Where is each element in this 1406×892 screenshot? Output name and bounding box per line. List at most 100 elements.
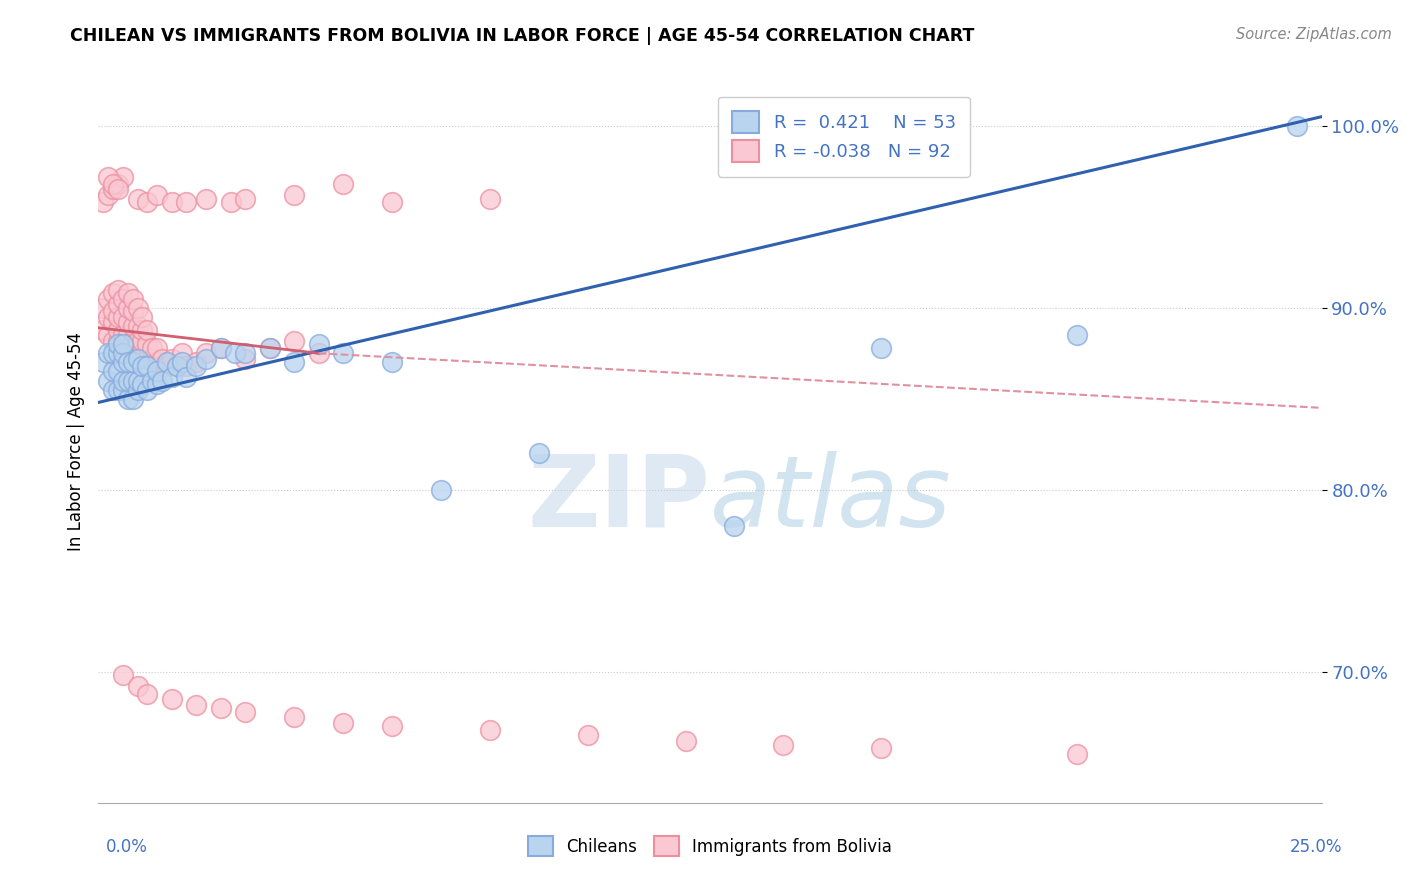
Point: [97, 169, 120, 184]
Point: [233, 192, 256, 206]
Point: [186, 698, 208, 712]
Point: [111, 169, 134, 184]
Point: [127, 383, 149, 397]
Point: [121, 292, 143, 306]
Point: [101, 364, 124, 378]
Point: [283, 355, 305, 369]
Point: [131, 334, 153, 348]
Text: CHILEAN VS IMMIGRANTS FROM BOLIVIA IN LABOR FORCE | AGE 45-54 CORRELATION CHART: CHILEAN VS IMMIGRANTS FROM BOLIVIA IN LA…: [70, 27, 974, 45]
Point: [1066, 747, 1088, 761]
Point: [121, 334, 143, 348]
Point: [146, 188, 169, 202]
Point: [176, 195, 198, 210]
Point: [156, 355, 179, 369]
Point: [117, 315, 139, 329]
Point: [195, 351, 218, 366]
Point: [160, 351, 183, 366]
Point: [136, 687, 159, 701]
Point: [675, 734, 697, 748]
Point: [233, 705, 256, 719]
Point: [107, 297, 129, 311]
Point: [136, 383, 159, 397]
Point: [209, 341, 232, 355]
Point: [101, 177, 124, 191]
Point: [91, 195, 114, 210]
Point: [121, 318, 143, 333]
Point: [121, 346, 143, 360]
Point: [576, 729, 599, 743]
Point: [141, 374, 163, 388]
Point: [127, 679, 149, 693]
Point: [170, 346, 193, 360]
Point: [97, 328, 120, 343]
Text: ZIP: ZIP: [527, 450, 710, 548]
Point: [107, 346, 129, 360]
Point: [101, 346, 124, 360]
Point: [478, 723, 501, 737]
Point: [107, 364, 129, 378]
Point: [111, 383, 134, 397]
Point: [209, 341, 232, 355]
Point: [127, 334, 149, 348]
Point: [870, 341, 893, 355]
Y-axis label: In Labor Force | Age 45-54: In Labor Force | Age 45-54: [66, 332, 84, 551]
Point: [107, 383, 129, 397]
Point: [233, 351, 256, 366]
Point: [136, 351, 159, 366]
Point: [332, 346, 354, 360]
Point: [121, 304, 143, 318]
Point: [117, 301, 139, 315]
Point: [111, 341, 134, 355]
Point: [430, 483, 453, 497]
Point: [1286, 119, 1309, 133]
Point: [195, 346, 218, 360]
Point: [111, 310, 134, 324]
Point: [107, 323, 129, 337]
Point: [186, 355, 208, 369]
Point: [101, 182, 124, 196]
Point: [101, 334, 124, 348]
Point: [160, 692, 183, 706]
Point: [131, 346, 153, 360]
Point: [136, 195, 159, 210]
Point: [283, 188, 305, 202]
Point: [150, 351, 173, 366]
Point: [478, 192, 501, 206]
Point: [97, 346, 120, 360]
Point: [195, 192, 218, 206]
Point: [308, 337, 330, 351]
Point: [91, 301, 114, 315]
Point: [111, 328, 134, 343]
Point: [723, 519, 745, 533]
Point: [101, 286, 124, 301]
Point: [107, 283, 129, 297]
Point: [111, 374, 134, 388]
Point: [146, 377, 169, 392]
Point: [117, 328, 139, 343]
Point: [127, 192, 149, 206]
Point: [91, 323, 114, 337]
Point: [97, 310, 120, 324]
Point: [121, 355, 143, 369]
Point: [131, 323, 153, 337]
Point: [136, 359, 159, 373]
Point: [111, 292, 134, 306]
Point: [170, 355, 193, 369]
Point: [283, 710, 305, 724]
Point: [101, 304, 124, 318]
Point: [136, 337, 159, 351]
Point: [160, 370, 183, 384]
Point: [141, 341, 163, 355]
Point: [219, 195, 242, 210]
Point: [136, 323, 159, 337]
Point: [870, 741, 893, 756]
Point: [111, 337, 134, 351]
Point: [107, 177, 129, 191]
Point: [283, 334, 305, 348]
Point: [97, 292, 120, 306]
Text: atlas: atlas: [710, 450, 952, 548]
Point: [101, 315, 124, 329]
Point: [127, 351, 149, 366]
Legend: Chileans, Immigrants from Bolivia: Chileans, Immigrants from Bolivia: [522, 830, 898, 863]
Text: 0.0%: 0.0%: [105, 838, 148, 855]
